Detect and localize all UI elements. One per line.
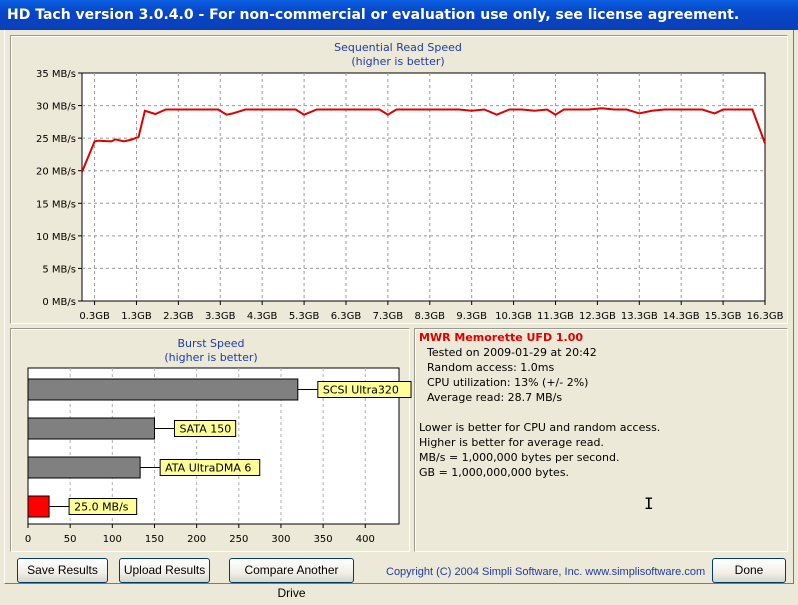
seq-y-tick-label: 35 MB/s <box>36 69 76 80</box>
seq-x-tick-label: 12.3GB <box>579 311 616 322</box>
sequential-read-chart: Sequential Read Speed (higher is better)… <box>36 41 784 322</box>
burst-speed-panel <box>10 328 410 552</box>
burst-x-tick-label: 250 <box>229 534 248 545</box>
note-gb-definition: GB = 1,000,000,000 bytes. <box>419 466 570 479</box>
burst-x-tick-label: 150 <box>145 534 164 545</box>
seq-x-tick-label: 0.3GB <box>79 311 110 322</box>
burst-bar <box>27 378 299 401</box>
burst-label-box <box>68 498 138 515</box>
sequential-read-panel <box>10 35 788 324</box>
burst-x-tick-label: 200 <box>187 534 206 545</box>
burst-bar-label: 25.0 MB/s <box>74 501 129 514</box>
seq-y-tick-label: 10 MB/s <box>36 232 76 243</box>
seq-x-tick-label: 10.3GB <box>495 311 532 322</box>
seq-x-tick-label: 13.3GB <box>621 311 658 322</box>
results-panel <box>414 328 788 552</box>
burst-label-box <box>173 420 237 437</box>
seq-x-tick-label: 6.3GB <box>331 311 362 322</box>
seq-y-tick-label: 0 MB/s <box>42 297 76 308</box>
drive-name: MWR Memorette UFD 1.00 <box>419 331 584 344</box>
seq-x-tick-label: 16.3GB <box>747 311 784 322</box>
seq-x-tick-label: 5.3GB <box>289 311 320 322</box>
upload-results-button[interactable]: Upload Results <box>119 558 210 583</box>
seq-x-tick-label: 1.3GB <box>121 311 152 322</box>
burst-x-tick-label: 300 <box>271 534 290 545</box>
done-button[interactable]: Done <box>712 558 786 583</box>
burst-speed-chart: Burst Speed (higher is better) SCSI Ultr… <box>25 337 412 545</box>
seq-y-tick-label: 30 MB/s <box>36 102 76 113</box>
seq-x-tick-label: 3.3GB <box>205 311 236 322</box>
burst-bar-label: ATA UltraDMA 6 <box>165 462 251 475</box>
burst-x-tick-label: 400 <box>356 534 375 545</box>
seq-y-tick-label: 15 MB/s <box>36 199 76 210</box>
burst-bar <box>27 417 155 440</box>
seq-y-tick-label: 5 MB/s <box>42 264 76 275</box>
result-average-read: Average read: 28.7 MB/s <box>427 391 563 404</box>
burst-chart-title: Burst Speed <box>177 337 244 350</box>
seq-x-tick-label: 7.3GB <box>373 311 404 322</box>
note-mbs-definition: MB/s = 1,000,000 bytes per second. <box>419 451 620 464</box>
burst-x-tick-label: 350 <box>314 534 333 545</box>
burst-bar <box>27 495 50 518</box>
window-title: HD Tach version 3.0.4.0 - For non-commer… <box>0 0 798 30</box>
result-random-access: Random access: 1.0ms <box>427 361 555 374</box>
results-info: MWR Memorette UFD 1.00 Tested on 2009-01… <box>416 328 788 552</box>
burst-x-tick-label: 0 <box>25 534 31 545</box>
burst-bar-label: SCSI Ultra320 <box>323 384 399 397</box>
result-tested-on: Tested on 2009-01-29 at 20:42 <box>427 346 597 359</box>
seq-x-tick-label: 11.3GB <box>537 311 574 322</box>
burst-label-box <box>159 459 261 476</box>
copyright-text: Copyright (C) 2004 Simpli Software, Inc.… <box>386 566 706 578</box>
seq-x-tick-label: 15.3GB <box>705 311 742 322</box>
save-results-button[interactable]: Save Results <box>17 558 108 583</box>
note-higher-better: Higher is better for average read. <box>419 436 604 449</box>
result-cpu-utilization: CPU utilization: 13% (+/- 2%) <box>427 376 589 389</box>
seq-chart-subtitle: (higher is better) <box>351 55 444 68</box>
burst-bar-label: SATA 150 <box>179 423 231 436</box>
note-lower-better: Lower is better for CPU and random acces… <box>419 421 661 434</box>
burst-label-box <box>317 381 412 398</box>
seq-x-tick-label: 14.3GB <box>663 311 700 322</box>
seq-y-tick-label: 20 MB/s <box>36 167 76 178</box>
burst-x-tick-label: 100 <box>103 534 122 545</box>
seq-y-tick-label: 25 MB/s <box>36 134 76 145</box>
seq-x-tick-label: 9.3GB <box>456 311 487 322</box>
burst-bar <box>27 456 141 479</box>
seq-x-tick-label: 2.3GB <box>163 311 194 322</box>
burst-chart-subtitle: (higher is better) <box>164 351 257 364</box>
burst-x-tick-label: 50 <box>64 534 77 545</box>
seq-x-tick-label: 4.3GB <box>247 311 278 322</box>
compare-another-drive-button[interactable]: Compare Another Drive <box>229 558 354 600</box>
seq-read-series-line <box>81 107 766 173</box>
seq-chart-title: Sequential Read Speed <box>334 41 462 54</box>
seq-x-tick-label: 8.3GB <box>415 311 446 322</box>
text-cursor-icon: I <box>644 494 654 513</box>
